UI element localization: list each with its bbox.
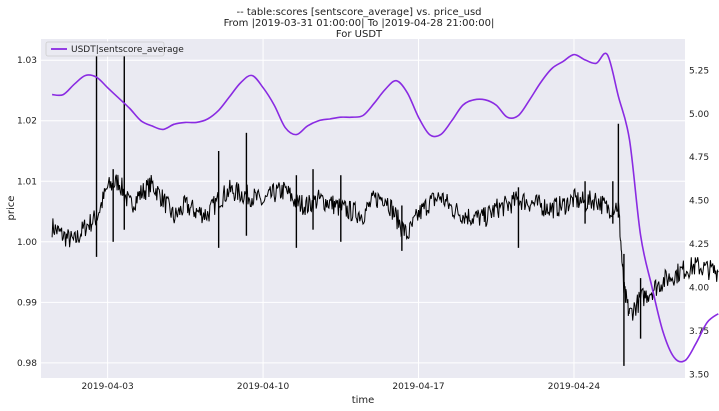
left-y-tick-label: 0.98: [17, 359, 37, 369]
sentscore-average-line: [52, 52, 719, 363]
x-tick-label: 2019-04-10: [237, 382, 290, 392]
x-tick-label: 2019-04-03: [81, 382, 133, 392]
x-tick-label: 2019-04-24: [548, 382, 601, 392]
right-y-tick-label: 5.00: [689, 110, 709, 120]
grid: [41, 39, 685, 378]
legend-box: [45, 41, 165, 57]
legend-label: USDT|sentscore_average: [71, 45, 184, 55]
price-usd-line: [51, 174, 719, 321]
plot-area: [41, 39, 685, 378]
left-y-tick-label: 1.03: [17, 56, 37, 66]
right-y-tick-label: 5.25: [689, 66, 709, 76]
x-axis-label: time: [352, 395, 375, 406]
left-y-tick-label: 1.01: [17, 177, 37, 187]
right-y-tick-label: 3.75: [689, 327, 709, 337]
right-y-axis-ticks: 3.50 3.75 4.00 4.25 4.50 4.75 5.00 5.25: [689, 66, 709, 380]
x-tick-label: 2019-04-17: [392, 382, 444, 392]
left-y-tick-label: 1.00: [17, 238, 37, 248]
left-y-tick-label: 1.02: [17, 117, 37, 127]
right-y-tick-label: 4.00: [689, 284, 709, 294]
x-axis-ticks: 2019-04-03 2019-04-10 2019-04-17 2019-04-24: [81, 382, 600, 392]
right-y-tick-label: 3.50: [689, 371, 709, 381]
series-layer: [51, 52, 719, 366]
chart-title-line-1: -- table:scores [sentscore_average] vs. …: [236, 7, 481, 18]
right-y-tick-label: 4.75: [689, 153, 709, 163]
left-y-tick-label: 0.99: [17, 298, 37, 308]
legend: USDT|sentscore_average: [45, 41, 184, 57]
left-y-axis-ticks: 0.98 0.99 1.00 1.01 1.02 1.03: [17, 56, 37, 369]
chart-title-line-2: From |2019-03-31 01:00:00| To |2019-04-2…: [224, 18, 495, 29]
right-y-tick-label: 4.50: [689, 197, 709, 207]
y-axis-label: price: [6, 196, 17, 221]
right-y-tick-label: 4.25: [689, 240, 709, 250]
chart-title-line-3: For USDT: [336, 29, 383, 40]
